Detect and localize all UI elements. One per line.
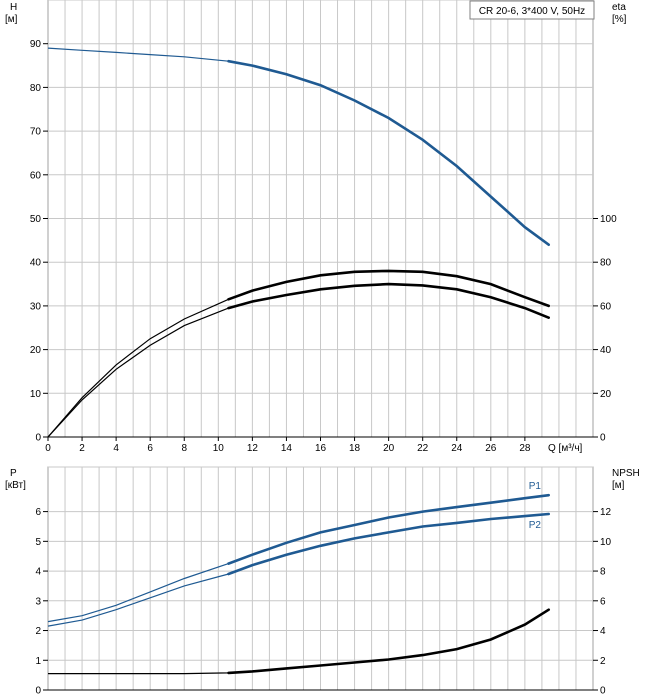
x-tick-label: 8 [181,443,187,454]
right-tick-label: 8 [600,567,606,578]
left-axis-unit: [м] [5,14,18,25]
series-label-p2: P2 [529,520,542,531]
chart-title: CR 20-6, 3*400 V, 50Hz [479,6,585,17]
x-tick-label: 22 [417,443,429,454]
series-p2-operating [227,512,550,576]
left-tick-label: 0 [35,686,41,697]
left-tick-label: 40 [30,258,42,269]
right-axis-title: eta [612,2,626,13]
right-tick-label: 2 [600,656,606,667]
series-eta-1-operating [227,269,550,308]
left-tick-label: 2 [35,626,41,637]
series-layer [47,47,550,675]
x-tick-label: 18 [349,443,361,454]
left-tick-label: 70 [30,127,42,138]
left-tick-label: 30 [30,301,42,312]
left-tick-label: 20 [30,345,42,356]
right-tick-label: 4 [600,626,606,637]
chart-title-box: CR 20-6, 3*400 V, 50Hz [469,0,595,20]
x-tick-label: 6 [147,443,153,454]
x-tick-label: 10 [213,443,225,454]
series-label-p1: P1 [529,481,542,492]
right-tick-label: 40 [600,345,612,356]
left-tick-label: 6 [35,507,41,518]
right-tick-label: 100 [600,214,617,225]
left-tick-label: 60 [30,170,42,181]
x-tick-label: 28 [519,443,531,454]
right-axis-unit: [м] [612,480,625,491]
series-eta-2-operating [227,282,550,319]
x-tick-label: 20 [383,443,395,454]
x-tick-label: 0 [45,443,51,454]
left-tick-label: 90 [30,39,42,50]
series-head-operating [227,59,550,246]
right-tick-label: 0 [600,433,606,444]
x-tick-label: 12 [247,443,259,454]
right-tick-label: 10 [600,537,612,548]
left-axis-title: P [10,468,17,479]
grid-layer [43,0,598,691]
left-tick-label: 1 [35,656,41,667]
right-tick-label: 60 [600,301,612,312]
right-tick-label: 12 [600,507,612,518]
left-tick-label: 80 [30,83,42,94]
right-axis-title: NPSH [612,468,640,479]
x-tick-label: 24 [451,443,463,454]
x-axis-title: Q [м³/ч] [548,443,583,454]
left-tick-label: 50 [30,214,42,225]
x-tick-label: 16 [315,443,327,454]
x-tick-label: 4 [113,443,119,454]
left-tick-label: 4 [35,567,41,578]
title-box-border [469,0,595,20]
left-axis-title: H [10,2,17,13]
left-tick-label: 10 [30,389,42,400]
right-tick-label: 20 [600,389,612,400]
left-tick-label: 5 [35,537,41,548]
series-npsh-operating [227,608,550,675]
x-tick-label: 14 [281,443,293,454]
x-tick-label: 2 [79,443,85,454]
x-tick-label: 26 [485,443,497,454]
left-tick-label: 3 [35,596,41,607]
right-tick-label: 6 [600,596,606,607]
right-tick-label: 80 [600,258,612,269]
right-tick-label: 0 [600,686,606,697]
right-axis-unit: [%] [612,14,627,25]
label-layer: 0102030405060708090020406080100H[м]eta[%… [5,2,640,697]
left-axis-unit: [кВт] [5,480,26,491]
left-tick-label: 0 [35,433,41,444]
series-p1-operating [227,493,550,565]
